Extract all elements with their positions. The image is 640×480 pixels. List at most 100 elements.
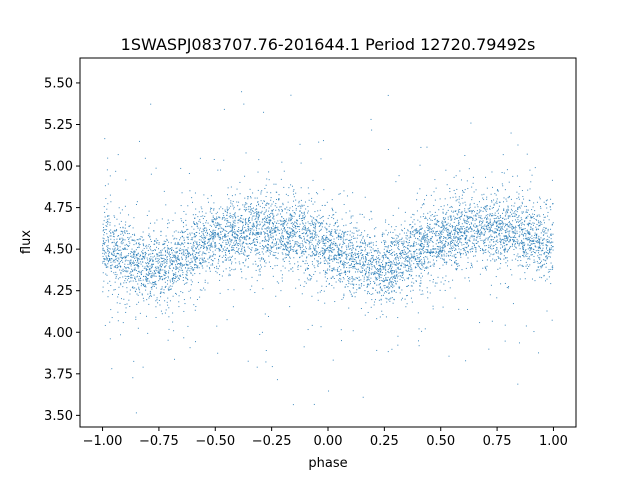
data-point [404, 227, 406, 229]
data-point [130, 261, 132, 263]
data-point [524, 250, 526, 252]
data-point [367, 255, 369, 257]
data-point [164, 269, 166, 271]
data-point [319, 291, 321, 293]
data-point [112, 231, 114, 233]
data-point [188, 290, 190, 292]
data-point [385, 246, 387, 248]
data-point [392, 278, 394, 280]
data-point [262, 218, 264, 220]
data-point [256, 216, 258, 218]
data-point [343, 235, 345, 237]
data-point [397, 245, 399, 247]
data-point [419, 164, 421, 166]
data-point [286, 248, 288, 250]
data-point [227, 225, 229, 227]
data-point [200, 206, 202, 208]
data-point [277, 258, 279, 260]
data-point [109, 267, 111, 269]
data-point [161, 261, 163, 263]
data-point [448, 232, 450, 234]
data-point [316, 280, 318, 282]
data-point [388, 232, 390, 234]
data-point [160, 296, 162, 298]
data-point [491, 248, 493, 250]
data-point [506, 210, 508, 212]
data-point [292, 404, 294, 406]
data-point [498, 233, 500, 235]
data-point [486, 216, 488, 218]
data-point [547, 271, 549, 273]
data-point [189, 262, 191, 263]
data-point [435, 234, 437, 236]
data-point [440, 230, 442, 232]
data-point [379, 265, 381, 267]
data-point [300, 248, 302, 250]
data-point [429, 223, 431, 225]
data-point [198, 267, 200, 269]
data-point [133, 239, 135, 241]
data-point [339, 229, 341, 231]
data-point [443, 255, 445, 257]
data-point [135, 316, 137, 318]
data-point [293, 223, 295, 225]
data-point [202, 251, 204, 253]
data-point [266, 227, 268, 229]
data-point [491, 213, 493, 215]
data-point [187, 264, 189, 266]
data-point [261, 331, 263, 333]
data-point [488, 226, 490, 228]
data-point [342, 231, 344, 233]
data-point [352, 246, 354, 248]
data-point [496, 222, 498, 224]
data-point [514, 213, 516, 215]
data-point [289, 231, 291, 233]
data-point [175, 268, 177, 270]
data-point [197, 267, 199, 269]
data-point [418, 276, 420, 278]
data-point [411, 281, 413, 283]
data-point [168, 251, 170, 253]
data-point [345, 251, 347, 253]
data-point [210, 245, 212, 247]
data-point [297, 205, 299, 207]
data-point [328, 215, 330, 217]
data-point [128, 214, 130, 216]
data-point [495, 241, 497, 243]
data-point [524, 228, 526, 230]
data-point [520, 217, 522, 219]
data-point [152, 284, 154, 286]
data-point [527, 258, 529, 260]
data-point [418, 256, 420, 258]
data-point [355, 248, 357, 250]
data-point [146, 299, 148, 301]
data-point [145, 244, 147, 246]
data-point [122, 248, 124, 250]
data-point [249, 219, 251, 221]
data-point [299, 210, 301, 212]
data-point [345, 262, 347, 264]
data-point [448, 250, 450, 252]
data-point [204, 215, 206, 217]
data-point [345, 253, 347, 255]
data-point [284, 257, 286, 259]
data-point [304, 229, 306, 231]
data-point [179, 231, 181, 233]
data-point [482, 253, 484, 255]
data-point [525, 233, 527, 235]
data-point [288, 233, 290, 235]
data-point [131, 262, 133, 264]
data-point [256, 248, 258, 250]
data-point [319, 242, 321, 244]
data-point [110, 285, 112, 287]
data-point [455, 253, 457, 255]
data-point [458, 196, 460, 198]
data-point [472, 209, 474, 211]
data-point [141, 257, 143, 259]
data-point [313, 254, 315, 256]
data-point [526, 255, 528, 257]
data-point [385, 219, 387, 221]
data-point [344, 270, 346, 272]
data-point [107, 236, 109, 238]
data-point [134, 250, 136, 252]
